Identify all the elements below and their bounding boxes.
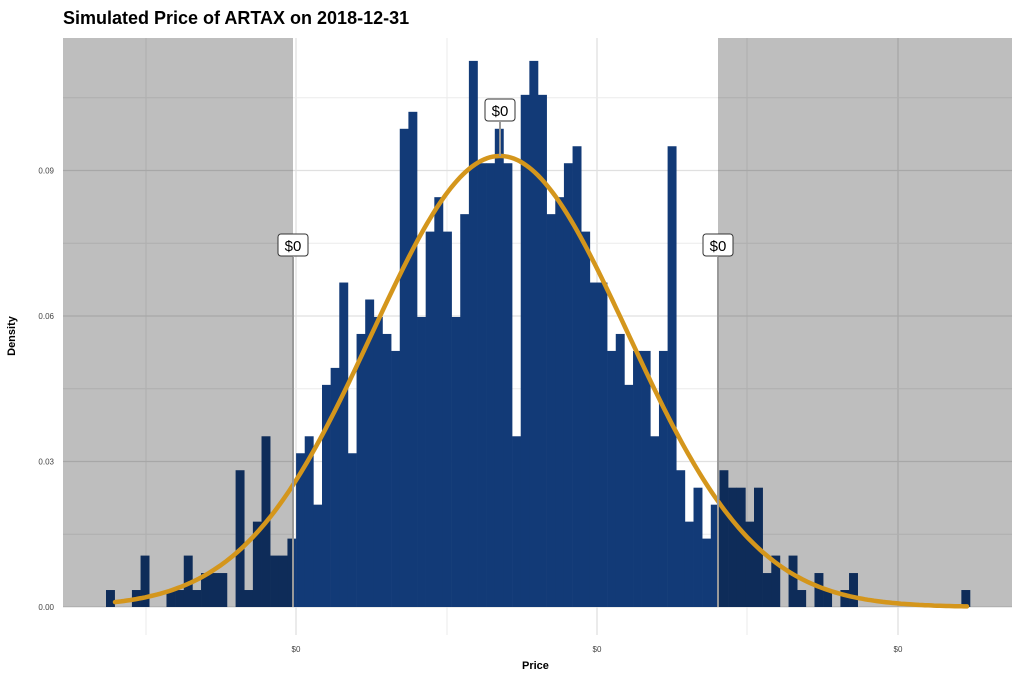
histogram-bar <box>373 316 383 607</box>
histogram-bar <box>486 163 496 607</box>
density-curve <box>112 153 970 609</box>
histogram-bar <box>503 163 513 607</box>
histogram-bar <box>641 350 651 607</box>
histogram-bar <box>356 333 366 607</box>
quantile-label-text: $0 <box>285 238 302 255</box>
histogram-bar <box>382 333 392 607</box>
histogram-bar <box>676 470 686 607</box>
histogram-bar <box>615 333 625 607</box>
histogram-bar <box>572 146 582 607</box>
histogram-bar <box>391 350 401 607</box>
histogram-bar <box>399 128 409 608</box>
x-tick-label: $0 <box>292 645 301 654</box>
histogram-bar <box>425 231 435 608</box>
y-tick-label: 0.03 <box>38 458 54 467</box>
histogram-bar <box>529 60 539 607</box>
quantile-label-box <box>484 98 516 122</box>
quantile-label: $0 <box>484 98 516 122</box>
quantile-label-box <box>277 233 309 257</box>
x-axis-label: Price <box>522 660 549 672</box>
histogram-bar <box>468 60 478 607</box>
histogram-bar <box>304 436 314 607</box>
histogram-bar <box>434 197 444 608</box>
histogram-bar <box>512 436 522 607</box>
histogram-bar <box>477 163 487 607</box>
histogram-bar <box>460 214 470 607</box>
histogram-bar <box>624 384 634 607</box>
y-tick-label: 0.06 <box>38 312 54 321</box>
chart-title: Simulated Price of ARTAX on 2018-12-31 <box>63 8 410 28</box>
quantile-label: $0 <box>702 233 734 257</box>
quantile-label-text: $0 <box>492 103 509 120</box>
histogram-bar <box>347 453 357 607</box>
x-tick-label: $0 <box>894 645 903 654</box>
quantile-label: $0 <box>277 233 309 257</box>
y-tick-label: 0.09 <box>38 167 54 176</box>
histogram-bar <box>555 197 565 608</box>
histogram-bar <box>581 231 591 608</box>
histogram-bar <box>538 94 547 608</box>
quantile-label-text: $0 <box>710 238 727 255</box>
histogram-bar <box>693 487 703 607</box>
histogram-bar <box>607 350 617 607</box>
histogram-bar <box>365 299 375 607</box>
histogram-bar <box>702 538 712 607</box>
histogram-bar <box>520 94 530 608</box>
histogram-bar <box>494 128 504 608</box>
histogram-bar <box>633 350 642 607</box>
histogram-bar <box>408 111 418 607</box>
histogram-bar <box>451 316 461 607</box>
histogram-bar <box>339 282 349 607</box>
histogram-bar <box>322 384 331 607</box>
histogram-bar <box>658 350 668 607</box>
histogram-bar <box>330 367 340 607</box>
histogram-bar <box>546 214 556 607</box>
x-tick-label: $0 <box>593 645 602 654</box>
histogram-bar <box>684 521 694 607</box>
histogram-bar <box>667 146 677 607</box>
histogram-bar <box>442 231 452 608</box>
upper-tail-shade <box>718 38 1012 607</box>
histogram-bar <box>563 163 573 607</box>
lower-tail-shade <box>63 38 293 607</box>
histogram-bar <box>650 436 660 607</box>
y-tick-label: 0.00 <box>38 603 54 612</box>
histogram-bar <box>598 282 608 607</box>
histogram-bar <box>710 504 720 607</box>
histogram-bar <box>313 504 323 607</box>
histogram-bar <box>296 453 306 607</box>
quantile-label-box <box>702 233 734 257</box>
histogram-bar <box>417 316 426 607</box>
histogram-bar <box>589 282 599 607</box>
